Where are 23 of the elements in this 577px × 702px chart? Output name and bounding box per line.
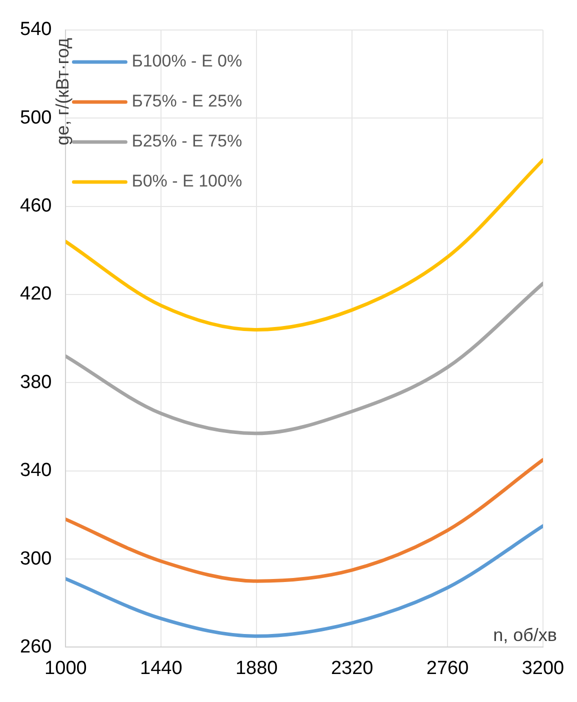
legend-label: Б75% - Е 25% bbox=[132, 92, 242, 111]
x-tick-label: 1880 bbox=[235, 658, 278, 679]
legend-label: Б0% - Е 100% bbox=[132, 172, 242, 191]
legend-label: Б25% - Е 75% bbox=[132, 132, 242, 151]
y-tick-label: 500 bbox=[20, 107, 52, 128]
x-tick-label: 3200 bbox=[522, 658, 564, 679]
x-tick-label: 2760 bbox=[426, 658, 469, 679]
y-tick-label: 460 bbox=[20, 196, 52, 217]
x-axis-title: n, об/хв bbox=[493, 625, 557, 646]
x-tick-label: 1440 bbox=[140, 658, 182, 679]
x-tick-label: 1000 bbox=[44, 658, 87, 679]
y-tick-label: 540 bbox=[20, 19, 52, 40]
y-tick-label: 420 bbox=[20, 284, 52, 305]
legend-label: Б100% - Е 0% bbox=[132, 52, 242, 71]
y-tick-label: 300 bbox=[20, 548, 52, 570]
line-series bbox=[66, 158, 543, 332]
line-series bbox=[66, 282, 543, 436]
y-tick-label: 340 bbox=[20, 460, 52, 482]
x-tick-label: 2320 bbox=[330, 658, 374, 679]
y-tick-label: 380 bbox=[20, 372, 52, 393]
y-axis-title: ge, г/(кВт·год bbox=[52, 38, 73, 146]
y-tick-label: 260 bbox=[20, 636, 52, 658]
line-series bbox=[66, 458, 543, 583]
